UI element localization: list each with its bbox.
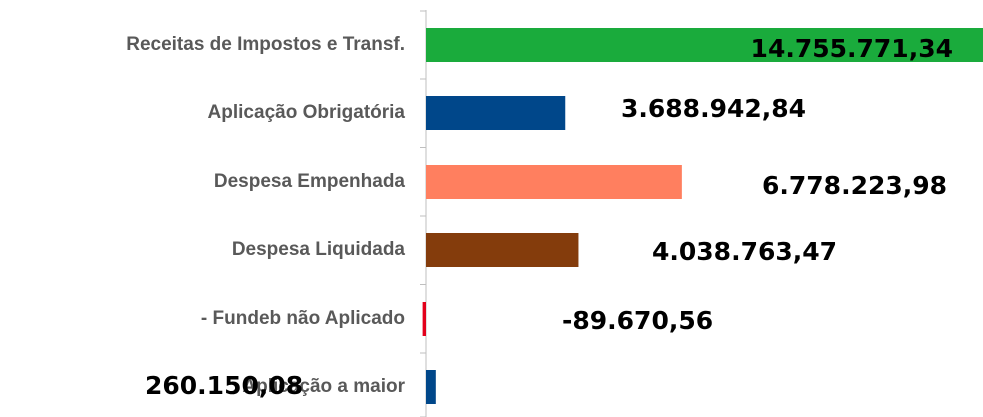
category-label: - Fundeb não Aplicado xyxy=(201,308,405,329)
bar xyxy=(426,233,579,267)
category-label: Despesa Liquidada xyxy=(232,239,406,260)
bar xyxy=(426,165,682,199)
value-label: 14.755.771,34 xyxy=(751,34,953,63)
bar xyxy=(426,370,436,404)
category-label: Receitas de Impostos e Transf. xyxy=(126,34,405,55)
value-label: 6.778.223,98 xyxy=(762,171,947,200)
bar xyxy=(426,28,983,62)
bar xyxy=(426,96,566,130)
category-label: Aplicação a maior xyxy=(242,376,405,397)
bar xyxy=(422,302,426,336)
value-label: 4.038.763,47 xyxy=(652,237,837,266)
category-label: Aplicação Obrigatória xyxy=(208,102,406,123)
value-label: 3.688.942,84 xyxy=(621,94,806,123)
value-label: -89.670,56 xyxy=(562,306,713,335)
value-label: 260.150,08 xyxy=(145,371,303,400)
category-label: Despesa Empenhada xyxy=(214,171,406,192)
